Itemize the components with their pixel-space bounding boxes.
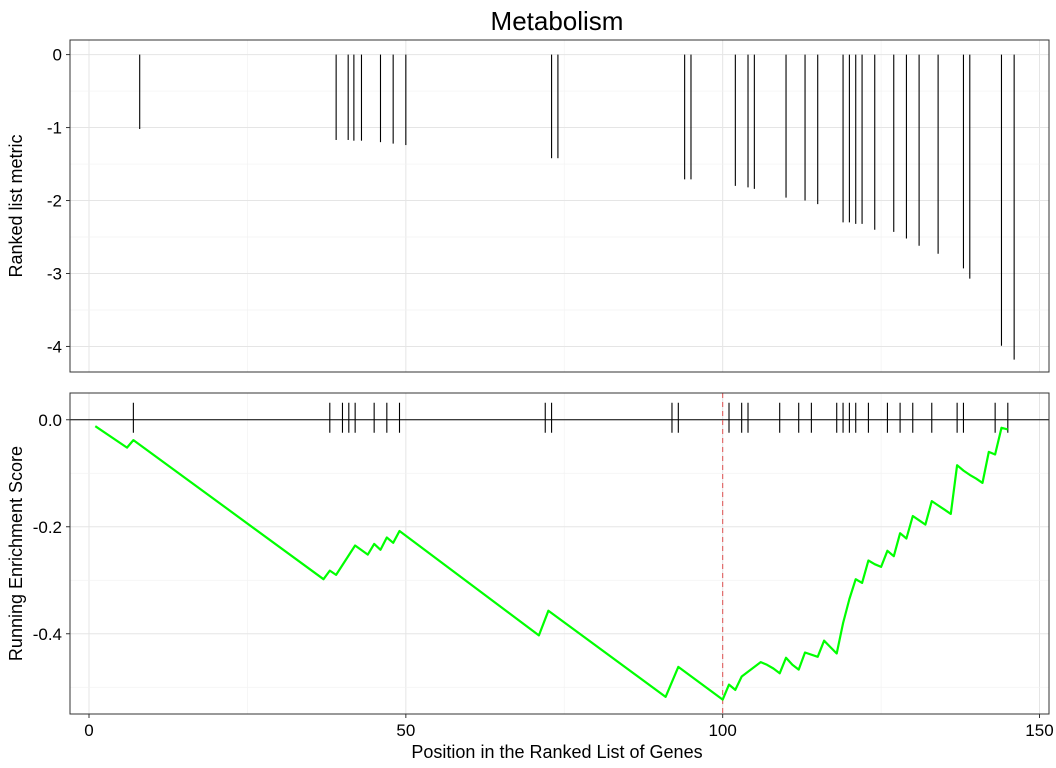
ranked-metric-gridlines bbox=[70, 40, 1049, 372]
y-tick-label: -1 bbox=[47, 119, 62, 138]
ranked-metric-y-ticks: 0 -1 -2 -3 -4 bbox=[47, 46, 70, 356]
y-tick-label: -0.2 bbox=[33, 518, 62, 537]
y-tick-label: -4 bbox=[47, 337, 62, 356]
x-axis-ticks: 0 50 100 150 bbox=[84, 714, 1054, 740]
y-tick-label: -3 bbox=[47, 264, 62, 283]
running-es-frame bbox=[69, 392, 1050, 715]
x-tick-label: 100 bbox=[708, 721, 736, 740]
running-es-gridlines bbox=[70, 393, 1049, 714]
y-tick-label: -0.4 bbox=[33, 625, 62, 644]
ranked-metric-bars bbox=[139, 54, 1015, 360]
ranked-metric-panel: 0 -1 -2 -3 -4 Ranked list metric bbox=[6, 39, 1050, 373]
running-es-line bbox=[94, 425, 1009, 701]
ranked-metric-frame bbox=[69, 39, 1050, 373]
y-tick-label: 0 bbox=[53, 46, 62, 65]
x-tick-label: 150 bbox=[1025, 721, 1053, 740]
y-tick-label: 0.0 bbox=[38, 411, 62, 430]
running-es-y-axis-title: Running Enrichment Score bbox=[6, 446, 26, 661]
ranked-metric-y-axis-title: Ranked list metric bbox=[6, 134, 26, 277]
chart-title: Metabolism bbox=[491, 6, 624, 36]
running-es-panel: 0.0 -0.2 -0.4 0 50 100 150 Running Enrichment… bbox=[6, 392, 1054, 740]
x-axis-title: Position in the Ranked List of Genes bbox=[411, 742, 702, 762]
y-tick-label: -2 bbox=[47, 192, 62, 211]
running-es-y-ticks: 0.0 -0.2 -0.4 bbox=[33, 411, 70, 644]
x-tick-label: 50 bbox=[396, 721, 415, 740]
running-es-marks bbox=[70, 393, 1049, 714]
x-tick-label: 0 bbox=[84, 721, 93, 740]
